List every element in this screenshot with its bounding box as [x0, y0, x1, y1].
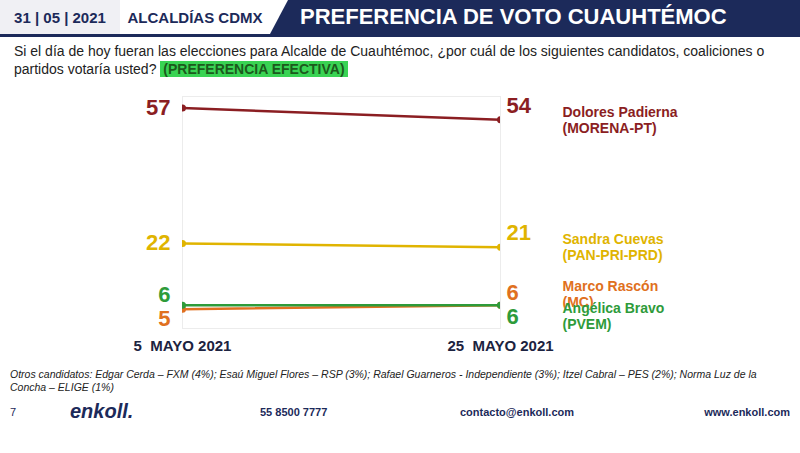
svg-text:Angélica Bravo(PVEM): Angélica Bravo(PVEM) — [563, 300, 665, 332]
svg-text:57: 57 — [146, 95, 170, 120]
svg-text:Sandra Cuevas(PAN-PRI-PRD): Sandra Cuevas(PAN-PRI-PRD) — [563, 231, 664, 263]
svg-text:54: 54 — [507, 93, 532, 118]
svg-text:25 MAYO 2021: 25 MAYO 2021 — [447, 337, 553, 354]
svg-text:6: 6 — [158, 282, 170, 307]
svg-text:Dolores Padierna(MORENA-PT): Dolores Padierna(MORENA-PT) — [563, 104, 678, 136]
svg-text:6: 6 — [507, 304, 519, 329]
svg-text:5 MAYO 2021: 5 MAYO 2021 — [134, 337, 232, 354]
svg-text:6: 6 — [507, 280, 519, 305]
svg-text:5: 5 — [158, 306, 170, 331]
svg-text:21: 21 — [507, 220, 531, 245]
svg-text:22: 22 — [146, 230, 170, 255]
